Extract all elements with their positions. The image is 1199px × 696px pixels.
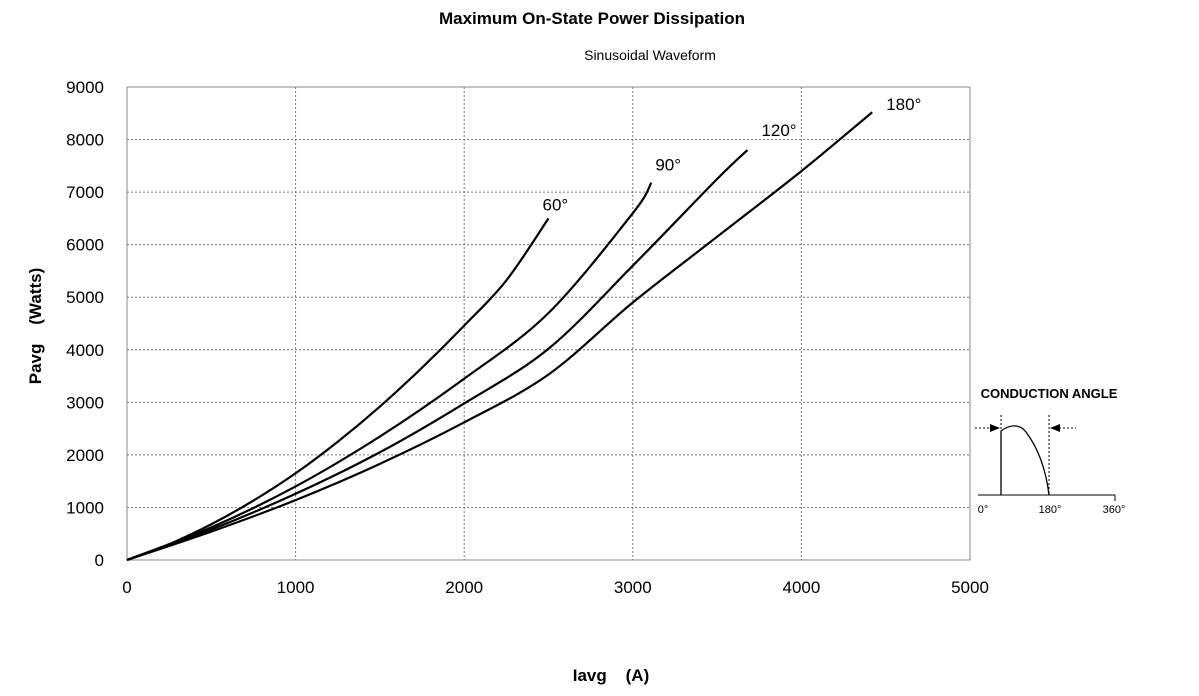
x-tick-label: 2000	[445, 578, 483, 597]
inset-title: CONDUCTION ANGLE	[981, 386, 1118, 401]
chart-subtitle: Sinusoidal Waveform	[584, 47, 716, 63]
inset-tick-360: 360°	[1103, 504, 1126, 516]
y-tick-label: 8000	[66, 131, 104, 150]
inset-right-arrowhead	[1050, 424, 1060, 432]
series-line-2	[126, 182, 653, 562]
series-label-3: 120°	[761, 121, 796, 140]
chart-title: Maximum On-State Power Dissipation	[439, 9, 745, 28]
x-tick-label: 5000	[951, 578, 989, 597]
series-label-4: 180°	[886, 95, 921, 114]
inset-waveform	[1000, 425, 1050, 496]
series-line-1	[126, 217, 550, 562]
y-tick-label: 0	[95, 551, 104, 570]
inset-tick-180: 180°	[1039, 504, 1062, 516]
x-tick-label: 4000	[782, 578, 820, 597]
series-line-4	[126, 111, 873, 562]
y-tick-label: 9000	[66, 78, 104, 97]
y-tick-label: 4000	[66, 341, 104, 360]
x-tick-label: 3000	[614, 578, 652, 597]
grid-layer	[127, 87, 970, 560]
y-tick-label: 2000	[66, 446, 104, 465]
y-tick-label: 7000	[66, 183, 104, 202]
inset-left-arrowhead	[990, 424, 1000, 432]
series-layer: 60° 90° 120° 180°	[126, 95, 921, 562]
x-axis-label: Iavg (A)	[573, 666, 650, 685]
series-label-2: 90°	[655, 156, 681, 175]
x-tick-label: 0	[122, 578, 131, 597]
inset-tick-0: 0°	[978, 504, 989, 516]
x-tick-label: 1000	[277, 578, 315, 597]
conduction-angle-inset: CONDUCTION ANGLE 0° 180° 360°	[975, 386, 1125, 516]
series-label-1: 60°	[543, 195, 569, 214]
y-tick-label: 1000	[66, 498, 104, 517]
series-line-3	[126, 149, 749, 562]
y-tick-label: 6000	[66, 236, 104, 255]
y-axis-label: Pavg (Watts)	[26, 268, 45, 385]
tick-layer: 0 1000 2000 3000 4000 5000 0 1000 2000 3000 4000 50…	[66, 78, 989, 597]
plot-area-frame	[126, 86, 971, 561]
y-tick-label: 5000	[66, 288, 104, 307]
y-tick-label: 3000	[66, 393, 104, 412]
